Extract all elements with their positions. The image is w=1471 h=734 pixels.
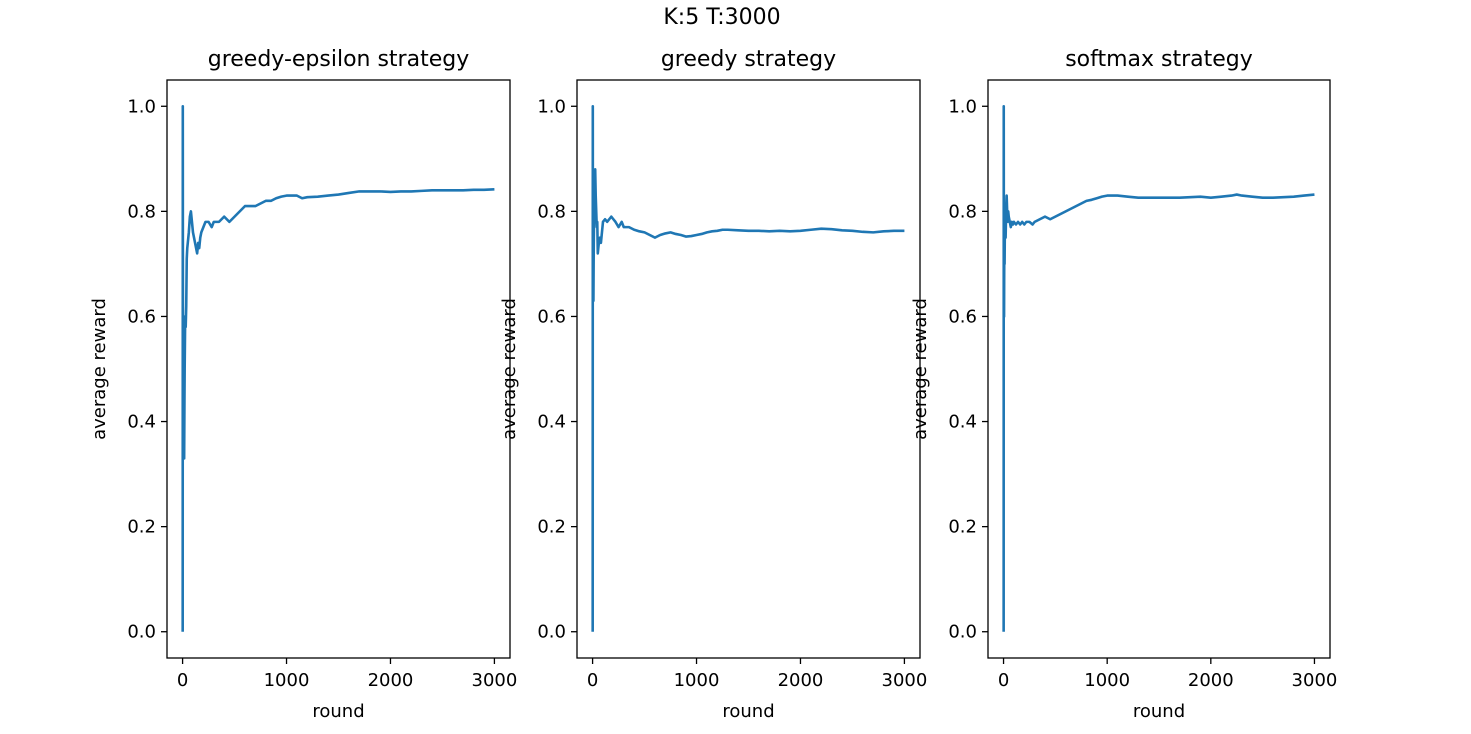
x-tick-label: 2000: [1188, 670, 1234, 691]
x-axis-label: round: [312, 701, 364, 722]
x-tick-label: 1000: [1084, 670, 1130, 691]
y-tick-label: 0.6: [948, 306, 977, 327]
x-axis-label: round: [1133, 701, 1185, 722]
x-tick-label: 1000: [264, 670, 310, 691]
y-tick-label: 0.4: [127, 412, 156, 433]
x-tick-label: 3000: [472, 670, 518, 691]
y-tick-label: 0.4: [948, 412, 977, 433]
subplot-title: softmax strategy: [1065, 47, 1253, 72]
y-tick-label: 0.2: [948, 517, 977, 538]
series-line: [591, 104, 905, 632]
y-tick-label: 0.8: [948, 201, 977, 222]
x-tick-label: 1000: [674, 670, 720, 691]
x-axis-label: round: [722, 701, 774, 722]
subplot-greedy: greedy strategy round average reward 0 10…: [499, 47, 927, 722]
axes-frame: [576, 79, 921, 659]
y-tick-label: 1.0: [948, 96, 977, 117]
x-tick-label: 3000: [1292, 670, 1338, 691]
y-tick-label: 0.0: [948, 622, 977, 643]
y-axis-label: average reward: [89, 298, 110, 440]
x-tick-label: 0: [998, 670, 1009, 691]
x-tick-label: 2000: [368, 670, 414, 691]
y-tick-label: 1.0: [537, 96, 566, 117]
x-tick-label: 2000: [778, 670, 824, 691]
y-tick-label: 0.6: [127, 306, 156, 327]
y-tick-label: 0.2: [537, 517, 566, 538]
x-tick-label: 0: [587, 670, 598, 691]
y-tick-label: 1.0: [127, 96, 156, 117]
y-tick-label: 0.8: [127, 201, 156, 222]
axes-frame: [166, 79, 511, 659]
axes-frame: [987, 79, 1331, 659]
subplot-title: greedy-epsilon strategy: [208, 47, 469, 72]
y-tick-label: 0.0: [537, 622, 566, 643]
subplot-greedy-epsilon: greedy-epsilon strategy round average re…: [89, 47, 517, 722]
y-axis-label: average reward: [499, 298, 520, 440]
series-line: [1002, 104, 1315, 632]
y-axis-label: average reward: [910, 298, 931, 440]
x-tick-label: 0: [177, 670, 188, 691]
series-line: [181, 104, 495, 632]
subplot-softmax: softmax strategy round average reward 0 1…: [910, 47, 1337, 722]
y-tick-label: 0.6: [537, 306, 566, 327]
y-tick-label: 0.0: [127, 622, 156, 643]
y-tick-label: 0.2: [127, 517, 156, 538]
y-tick-label: 0.4: [537, 412, 566, 433]
x-tick-label: 3000: [882, 670, 928, 691]
y-tick-label: 0.8: [537, 201, 566, 222]
figure-suptitle: K:5 T:3000: [663, 5, 780, 30]
subplot-title: greedy strategy: [661, 47, 836, 72]
